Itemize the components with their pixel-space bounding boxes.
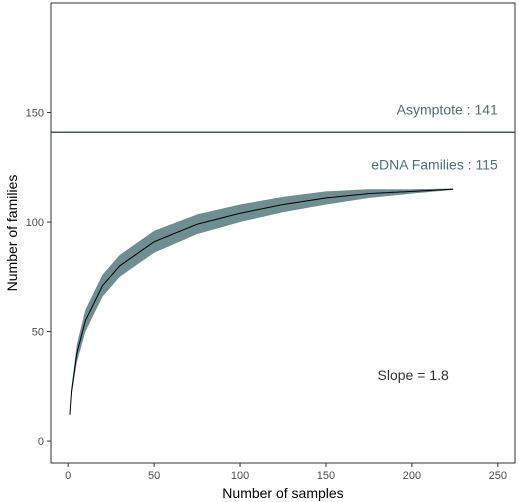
x-tick-label: 250 [489, 470, 507, 482]
annotation-1: eDNA Families : 115 [371, 156, 498, 172]
y-tick-label: 0 [38, 436, 44, 448]
x-axis-title: Number of samples [222, 485, 343, 501]
x-tick-label: 200 [403, 470, 421, 482]
y-axis-title: Number of families [4, 175, 20, 292]
y-tick-label: 50 [32, 327, 44, 339]
y-tick-label: 150 [26, 108, 44, 120]
y-tick-label: 100 [26, 217, 44, 229]
x-tick-label: 0 [65, 470, 71, 482]
annotation-0: Asymptote : 141 [397, 102, 498, 118]
x-tick-label: 100 [231, 470, 249, 482]
x-tick-label: 50 [148, 470, 160, 482]
annotation-2: Slope = 1.8 [378, 367, 449, 383]
x-tick-label: 150 [317, 470, 335, 482]
